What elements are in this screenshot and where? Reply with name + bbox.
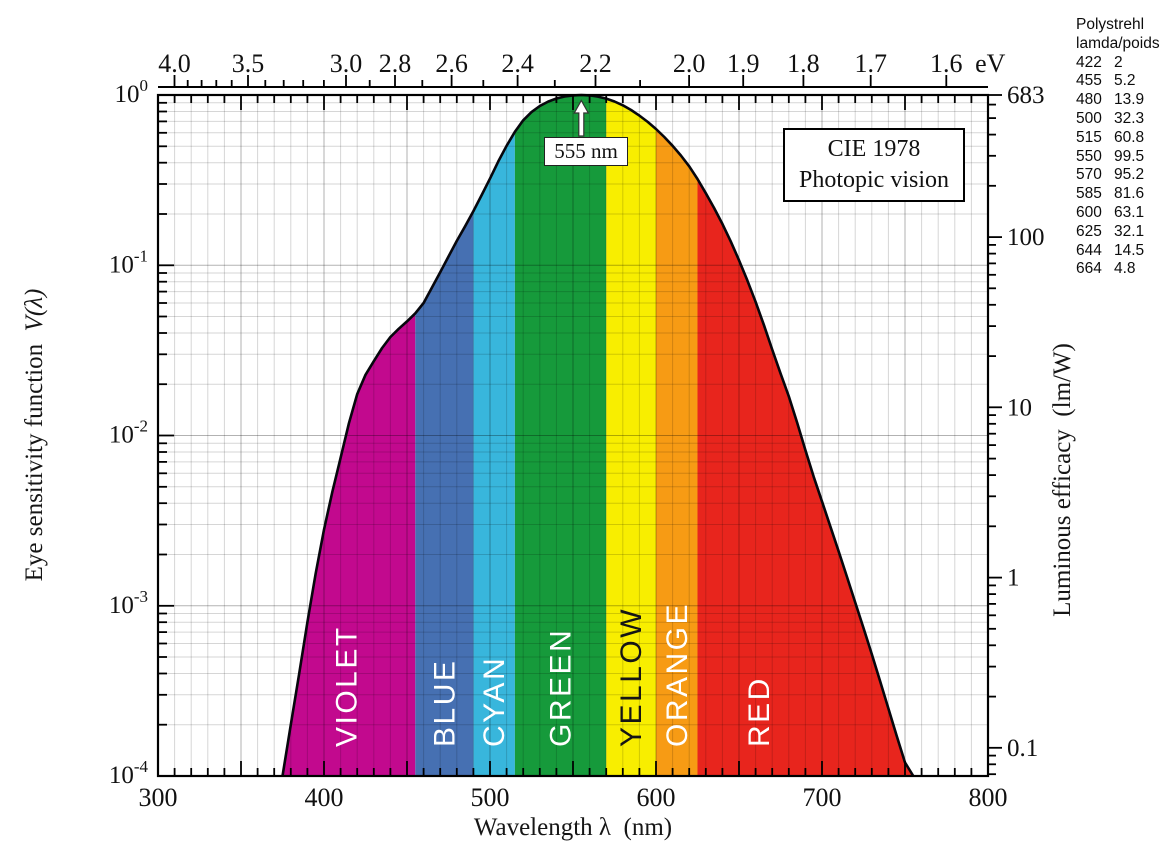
band-yellow: [606, 95, 656, 776]
band-label-cyan: CYAN: [478, 656, 511, 747]
side-table-row: 600 63.1: [1076, 204, 1172, 223]
side-table-rows: 422 2 455 5.2 480 13.9 500 32.3 515 60.8 550 99.5 57…: [1076, 54, 1172, 280]
svg-text:10: 10: [1007, 394, 1032, 421]
band-label-red: RED: [743, 676, 776, 747]
side-table-row: 500 32.3: [1076, 110, 1172, 129]
svg-text:600: 600: [637, 783, 676, 812]
row-weight: 81.6: [1114, 185, 1145, 203]
y-axis-title-right: Luminous efficacy (lm/W): [1049, 343, 1076, 617]
legend-line1: CIE 1978: [827, 136, 921, 162]
svg-text:683: 683: [1007, 82, 1045, 109]
x-axis-title: Wavelength λ (nm): [474, 814, 672, 841]
top-axis-unit: eV: [975, 49, 1006, 78]
svg-text:0.1: 0.1: [1007, 735, 1038, 762]
row-wavelength: 600: [1076, 203, 1102, 221]
svg-text:300: 300: [139, 783, 178, 812]
row-weight: 32.1: [1114, 222, 1145, 240]
svg-text:1.6: 1.6: [930, 49, 963, 78]
band-labels: VIOLET BLUE CYAN GREEN YELLOW ORANGE RED: [330, 602, 776, 747]
row-wavelength: 422: [1076, 53, 1102, 71]
band-label-orange: ORANGE: [661, 602, 694, 747]
svg-text:10-2: 10-2: [109, 417, 148, 449]
svg-text:2.8: 2.8: [379, 49, 412, 78]
svg-text:1.8: 1.8: [787, 49, 820, 78]
svg-text:500: 500: [471, 783, 510, 812]
svg-text:2.2: 2.2: [579, 49, 612, 78]
svg-text:3.5: 3.5: [232, 49, 265, 78]
row-weight: 5.2: [1114, 72, 1136, 90]
svg-text:3.0: 3.0: [330, 49, 363, 78]
svg-text:700: 700: [803, 783, 842, 812]
band-label-yellow: YELLOW: [615, 607, 648, 747]
svg-text:1.7: 1.7: [854, 49, 887, 78]
legend-box: CIE 1978 Photopic vision: [783, 128, 965, 202]
grid: [158, 95, 988, 776]
row-weight: 2: [1114, 53, 1123, 71]
svg-text:10-3: 10-3: [109, 587, 148, 619]
row-wavelength: 455: [1076, 72, 1102, 90]
band-label-green: GREEN: [545, 628, 578, 747]
row-wavelength: 664: [1076, 260, 1102, 278]
svg-text:2.0: 2.0: [673, 49, 706, 78]
svg-text:2.6: 2.6: [435, 49, 468, 78]
band-orange: [656, 95, 698, 776]
side-table-title: Polystrehl: [1076, 16, 1145, 33]
y-right-tick-labels: 683 100 10 1 0.1: [1007, 82, 1045, 762]
row-wavelength: 550: [1076, 147, 1102, 165]
legend-line2: Photopic vision: [798, 167, 949, 193]
row-wavelength: 480: [1076, 91, 1102, 109]
row-weight: 95.2: [1114, 166, 1145, 184]
row-wavelength: 644: [1076, 241, 1102, 259]
svg-text:100: 100: [115, 76, 149, 108]
x-tick-labels: 300 400 500 600 700 800: [139, 783, 1008, 812]
side-table-row: 625 32.1: [1076, 223, 1172, 242]
row-wavelength: 500: [1076, 109, 1102, 127]
svg-text:800: 800: [969, 783, 1008, 812]
side-table-row: 455 5.2: [1076, 72, 1172, 91]
row-weight: 60.8: [1114, 128, 1145, 146]
side-table-row: 422 2: [1076, 54, 1172, 73]
svg-text:1.9: 1.9: [727, 49, 760, 78]
band-label-violet: VIOLET: [330, 625, 363, 747]
row-weight: 14.5: [1114, 241, 1145, 259]
frame-ticks: [158, 94, 1002, 776]
band-label-blue: BLUE: [428, 659, 461, 747]
row-weight: 32.3: [1114, 109, 1145, 127]
sensitivity-curve: [281, 93, 915, 777]
svg-text:2.4: 2.4: [501, 49, 534, 78]
row-weight: 99.5: [1114, 147, 1145, 165]
row-wavelength: 625: [1076, 222, 1102, 240]
band-cyan: [473, 95, 515, 776]
row-wavelength: 515: [1076, 128, 1102, 146]
row-weight: 13.9: [1114, 91, 1145, 109]
row-weight: 63.1: [1114, 203, 1145, 221]
svg-text:10-1: 10-1: [109, 246, 148, 278]
row-weight: 4.8: [1114, 260, 1136, 278]
peak-annotation-label: 555 nm: [544, 137, 628, 166]
svg-text:100: 100: [1007, 224, 1045, 251]
svg-text:4.0: 4.0: [158, 49, 191, 78]
side-table-row: 480 13.9: [1076, 91, 1172, 110]
side-table-row: 515 60.8: [1076, 129, 1172, 148]
peak-arrow: [573, 99, 590, 137]
top-ev-axis: [158, 75, 988, 88]
side-table-row: 664 4.8: [1076, 260, 1172, 279]
side-table-row: 550 99.5: [1076, 148, 1172, 167]
band-green: [514, 95, 607, 776]
side-table-subtitle: lamda/poids: [1076, 34, 1160, 52]
side-table-row: 585 81.6: [1076, 185, 1172, 204]
side-table: Polystrehl lamda/poids 422 2 455 5.2 480 13.9…: [1076, 16, 1172, 279]
row-wavelength: 570: [1076, 166, 1102, 184]
row-wavelength: 585: [1076, 185, 1102, 203]
top-ev-labels: 4.0 3.5 3.0 2.8 2.6 2.4 2.2 2.0 1.9 1.8 1.7 1.6 eV: [158, 49, 1005, 78]
side-table-row: 644 14.5: [1076, 242, 1172, 261]
y-axis-title-left: Eye sensitivity function V(λ): [21, 289, 48, 582]
svg-text:1: 1: [1007, 565, 1020, 592]
side-table-row: 570 95.2: [1076, 166, 1172, 185]
svg-text:400: 400: [305, 783, 344, 812]
